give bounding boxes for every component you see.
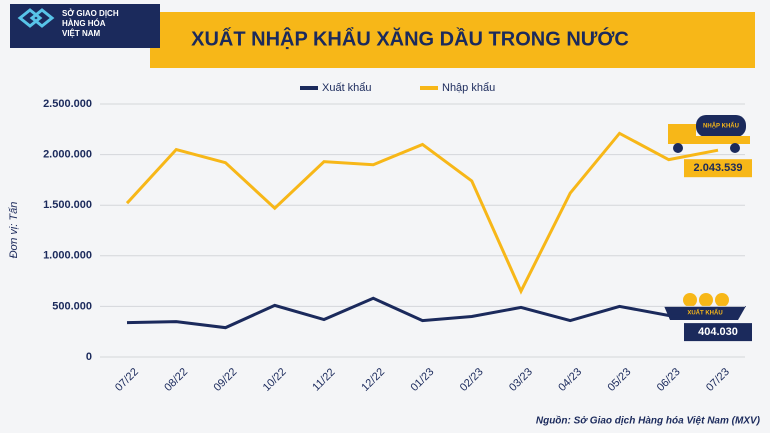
legend-label: Nhập khẩu: [442, 82, 495, 94]
value-label: 404.030: [698, 326, 738, 338]
series-line: [125, 131, 719, 295]
logo-text: SỞ GIAO DỊCH: [62, 9, 119, 18]
y-tick-label: 1.500.000: [43, 199, 92, 211]
y-tick-label: 1.000.000: [43, 250, 92, 262]
value-label: 2.043.539: [694, 162, 743, 174]
series-line: [126, 296, 719, 330]
icon-label: XUẤT KHẨU: [687, 310, 722, 317]
value-label-box: [684, 159, 752, 178]
y-tick-label: 0: [86, 351, 92, 363]
y-tick-label: 2.000.000: [43, 149, 92, 161]
title-band: [150, 12, 755, 68]
logo-text: HÀNG HÓA: [62, 19, 106, 28]
source: Nguồn: Sở Giao dịch Hàng hóa Việt Nam (M…: [536, 415, 761, 427]
y-axis-label: Đơn vị: Tấn: [8, 202, 20, 259]
value-label-box: [684, 323, 752, 342]
y-tick-label: 2.500.000: [43, 98, 92, 110]
icon-label: NHẬP KHẨU: [703, 123, 739, 130]
logo-icon: [17, 8, 55, 28]
chart-title: XUẤT NHẬP KHẨU XĂNG DẦU TRONG NƯỚC: [191, 26, 629, 50]
y-tick-label: 500.000: [52, 300, 92, 312]
logo-box: [10, 4, 160, 48]
logo-text: VIỆT NAM: [62, 29, 101, 38]
truck-icon: NHẬP KHẨU: [668, 115, 750, 153]
legend-label: Xuất khẩu: [322, 82, 372, 94]
